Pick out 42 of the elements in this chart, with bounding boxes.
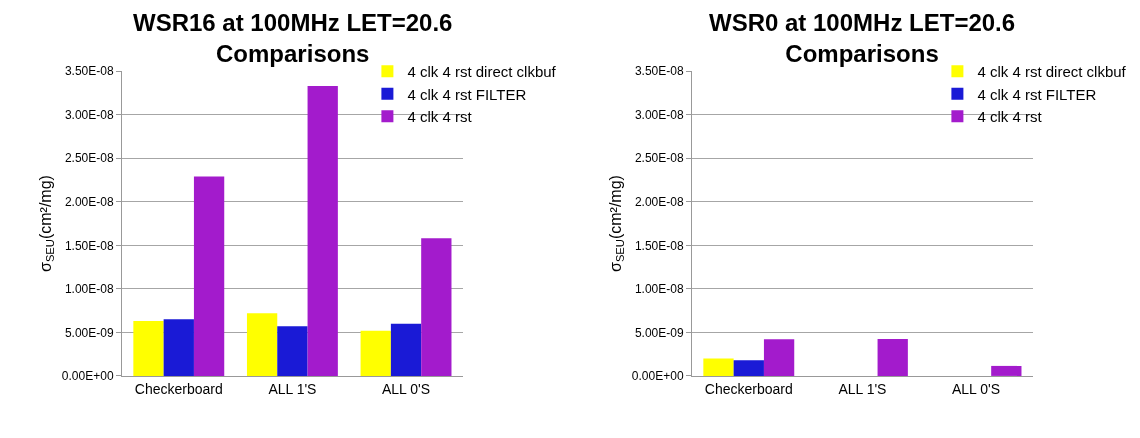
x-tick-label: Checkerboard [134, 380, 223, 397]
y-tick-label: 3.00E-08 [64, 107, 114, 122]
x-tick-label: ALL 0'S [951, 380, 1001, 397]
y-tick-label: 2.00E-08 [634, 194, 684, 209]
y-tick-label: 1.00E-08 [634, 282, 684, 297]
y-tick-label: 2.00E-08 [64, 194, 114, 209]
legend-label: 4 clk 4 rst FILTER [977, 85, 1097, 103]
legend-label: 4 clk 4 rst direct clkbuf [407, 63, 557, 81]
bar [360, 330, 391, 376]
y-tick-label: 0.00E+00 [61, 369, 114, 384]
bar [163, 319, 194, 376]
bar [703, 358, 734, 376]
y-tick-label: 1.00E-08 [64, 282, 114, 297]
y-tick-label: 3.50E-08 [64, 64, 114, 79]
y-tick-label: 3.50E-08 [634, 64, 684, 79]
bar [193, 176, 225, 376]
legend-label: 4 clk 4 rst FILTER [407, 85, 527, 103]
x-tick-label: ALL 1'S [838, 380, 887, 397]
y-tick-label: 1.50E-08 [64, 238, 114, 253]
bar [733, 360, 764, 376]
x-tick-label: ALL 1'S [268, 380, 317, 397]
y-tick-label: 2.50E-08 [64, 151, 114, 166]
y-tick-label: 5.00E-09 [634, 325, 684, 340]
y-tick-label: 5.00E-09 [64, 325, 114, 340]
legend-label: 4 clk 4 rst [977, 108, 1043, 126]
bar [133, 321, 164, 376]
bar [763, 339, 795, 376]
y-tick-label: 1.50E-08 [634, 238, 684, 253]
legend-label: 4 clk 4 rst direct clkbuf [977, 63, 1127, 81]
x-tick-label: Checkerboard [704, 380, 793, 397]
bar [277, 326, 308, 376]
y-tick-label: 2.50E-08 [634, 151, 684, 166]
bar [307, 85, 338, 376]
y-tick-label: 3.00E-08 [634, 107, 684, 122]
bar [246, 313, 278, 376]
bar [421, 238, 452, 376]
bar [390, 323, 422, 376]
y-tick-label: 0.00E+00 [631, 369, 684, 384]
bar [877, 338, 908, 376]
x-tick-label: ALL 0'S [381, 380, 431, 397]
legend-label: 4 clk 4 rst [407, 108, 473, 126]
bar [991, 365, 1022, 376]
